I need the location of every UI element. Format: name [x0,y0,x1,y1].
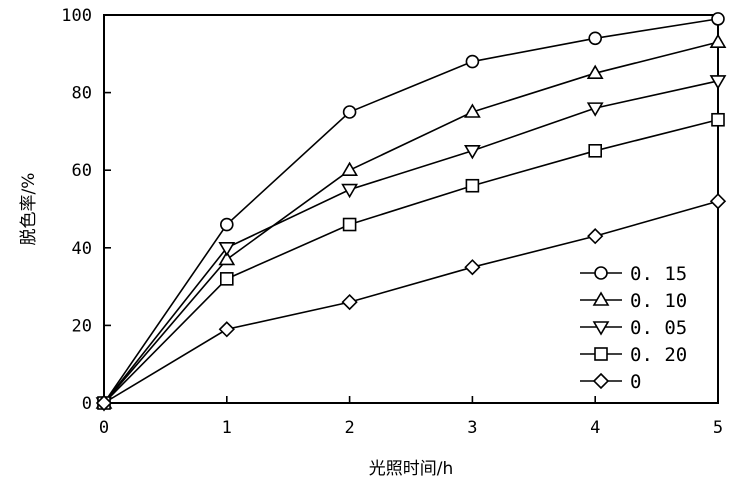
x-tick-label: 2 [344,418,354,438]
data-point [95,394,113,412]
data-point [218,250,236,266]
data-point [464,145,481,160]
data-point [586,102,604,117]
data-point [709,33,727,48]
data-point [709,75,727,90]
legend-marker [592,291,610,306]
series-line [103,41,719,404]
data-point [465,178,480,193]
data-point [220,272,234,286]
y-tick-label: 100 [61,6,92,26]
series-line [103,200,719,404]
data-point [342,105,357,119]
data-point [588,31,603,46]
data-point [218,321,235,338]
data-point [464,103,481,118]
data-point [341,293,358,311]
legend-marker [594,266,608,280]
x-tick-label: 3 [467,418,477,438]
y-tick-label: 20 [72,316,92,336]
x-tick-label: 0 [99,418,109,438]
x-axis-title: 光照时间/h [369,459,454,479]
data-point [711,12,725,26]
legend-marker [594,347,608,361]
legend-label: 0. 15 [630,263,687,285]
legend-label: 0. 05 [630,317,687,339]
y-tick-label: 0 [82,394,92,414]
x-tick-label: 4 [590,418,600,438]
x-tick-label: 5 [713,418,723,438]
x-tick-label: 1 [222,418,232,438]
legend-marker [592,372,610,390]
plot-frame [103,14,719,404]
data-point [341,161,358,176]
data-point [711,112,725,127]
series-line [103,18,719,404]
data-point [588,144,603,158]
legend-marker [592,321,610,336]
data-point [341,183,358,199]
data-point [218,242,236,257]
data-point [464,259,481,276]
data-point [342,217,357,232]
y-tick-label: 40 [72,239,92,259]
data-point [586,64,604,79]
series-line [103,80,719,404]
legend-label: 0. 20 [630,344,687,366]
legend-label: 0 [630,371,641,393]
y-axis-title: 脱色率/% [19,173,39,246]
y-tick-label: 60 [72,161,92,181]
data-point [220,217,234,232]
series-line [103,118,719,404]
legend-label: 0. 10 [630,290,687,312]
data-point [465,54,480,69]
data-point [587,228,604,245]
data-point [709,193,727,210]
y-tick-label: 80 [72,84,92,104]
